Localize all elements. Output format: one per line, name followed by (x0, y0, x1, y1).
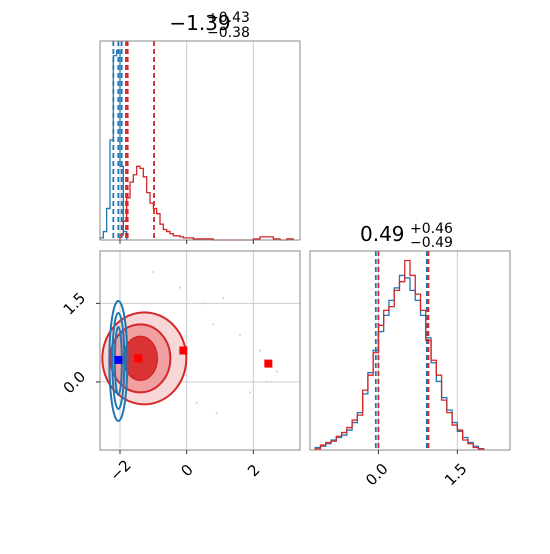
tick-label-x-2: 2 (244, 461, 263, 480)
contour-blue-level-1 (111, 311, 126, 410)
tick-label-y-0: 0.0 (60, 368, 90, 398)
sample-point-5 (179, 286, 181, 289)
sample-point-2 (265, 380, 268, 383)
title-param1-upper: +0.43 (207, 10, 250, 26)
panel-frame (99, 250, 301, 451)
sample-point-11 (202, 302, 205, 305)
marker-2 (179, 346, 188, 355)
title-param2-lower: −0.49 (410, 235, 453, 251)
sample-point-7 (275, 370, 278, 373)
panel-frame (99, 40, 301, 241)
sample-point-3 (259, 349, 261, 352)
histogram-series-0 (314, 274, 485, 450)
sample-point-0 (212, 323, 215, 326)
title-param1-lower: −0.38 (207, 25, 250, 41)
title-param2-value: 0.49 (360, 222, 405, 246)
title-param1-value: −1.39 (169, 11, 230, 35)
title-param2-upper: +0.46 (410, 221, 453, 237)
sample-point-9 (152, 270, 155, 273)
tick-label-y-1: 1.5 (60, 289, 90, 319)
histogram-series-1 (119, 165, 294, 241)
marker-0 (114, 355, 123, 364)
sample-point-8 (215, 412, 218, 415)
title-param1: −1.39 (169, 11, 230, 35)
histogram-series-1 (314, 259, 485, 450)
contour-blue-level-0 (108, 299, 129, 422)
tick-label-x-0: 0.0 (362, 460, 392, 490)
marker-1 (134, 354, 143, 363)
panel-2d-contour: −2 0 2 0.0 1.5 (60, 250, 301, 485)
panel-frame (309, 250, 511, 451)
tick-label-x-1: 0 (177, 461, 196, 480)
tick-label-x-0: −2 (106, 456, 134, 484)
sample-point-4 (195, 401, 198, 404)
sample-point-6 (239, 333, 241, 336)
panel-param2-histogram: 0.0 1.5 (309, 250, 511, 490)
panel-param1-histogram (99, 40, 301, 244)
sample-point-10 (249, 391, 251, 394)
marker-3 (264, 359, 273, 368)
tick-label-x-1: 1.5 (441, 460, 471, 490)
sample-point-1 (222, 297, 225, 300)
